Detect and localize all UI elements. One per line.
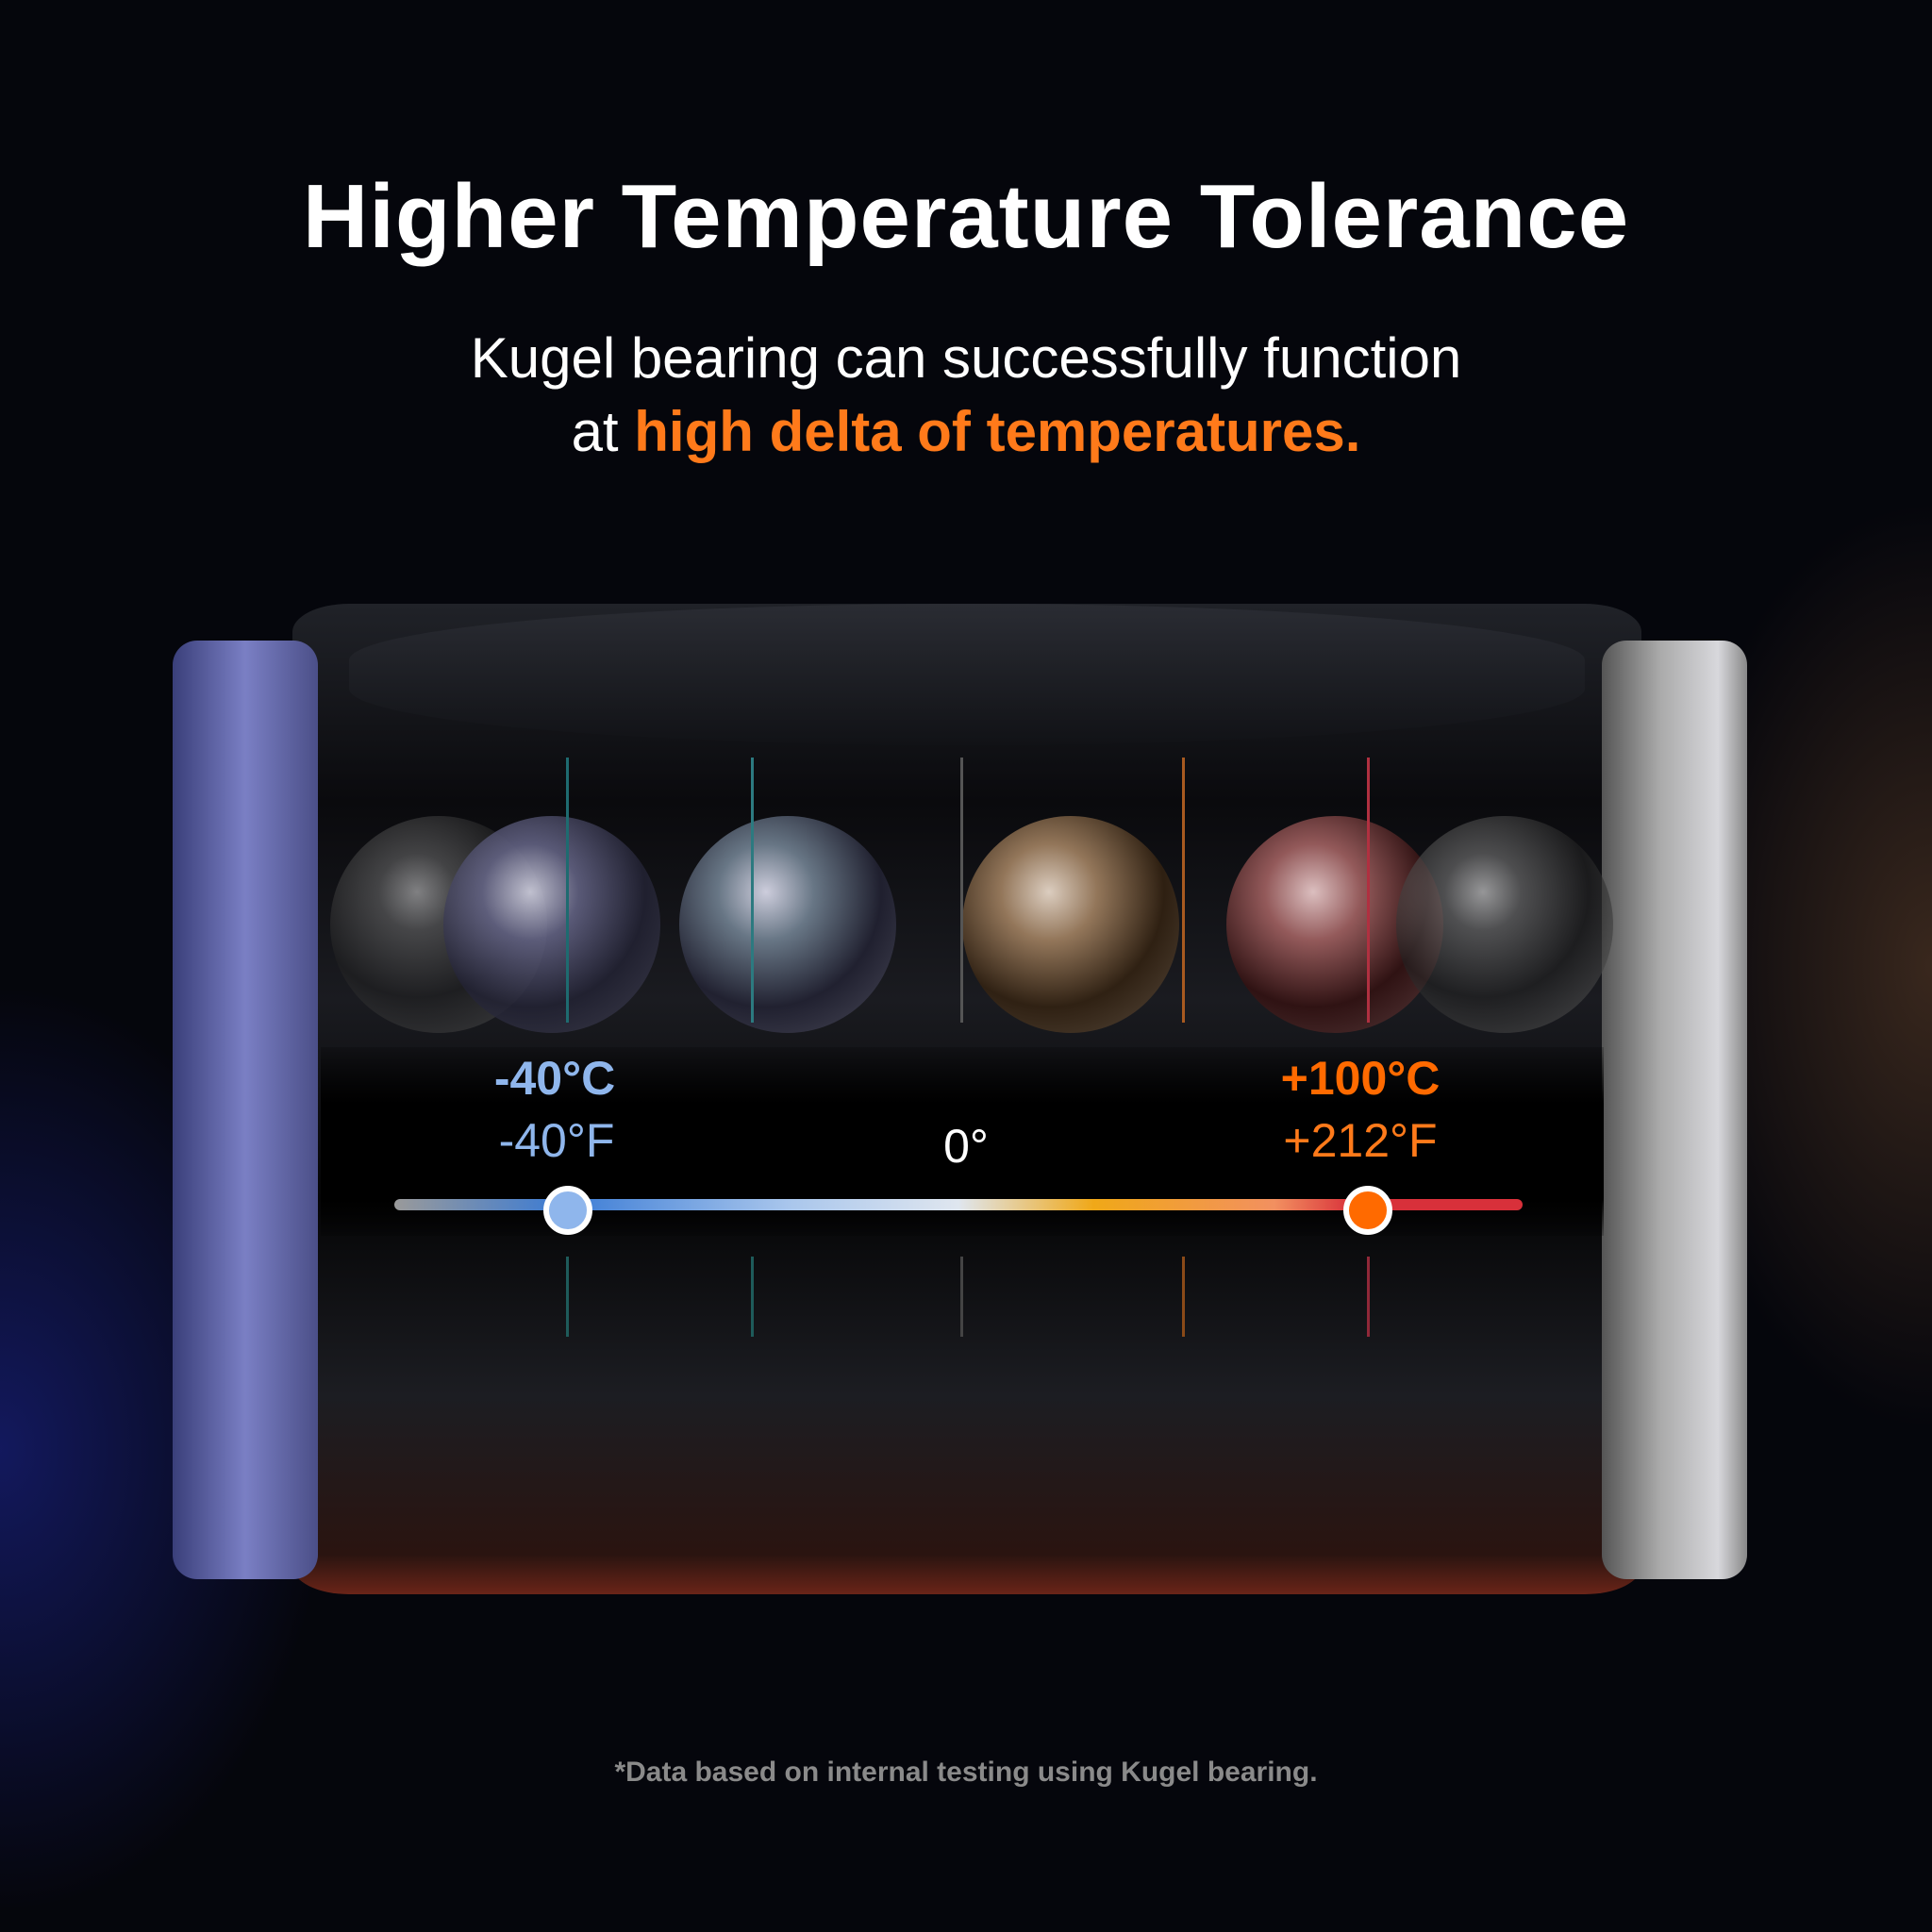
tick-line bbox=[1367, 1257, 1370, 1337]
max-temperature-knob bbox=[1343, 1186, 1392, 1235]
tick-line bbox=[1182, 758, 1185, 1023]
subtitle-highlight: high delta of temperatures. bbox=[634, 400, 1361, 463]
tick-line bbox=[960, 758, 963, 1023]
subtitle-line-1: Kugel bearing can successfully function bbox=[470, 326, 1462, 390]
min-temperature-knob bbox=[543, 1186, 592, 1235]
bearing-ball bbox=[443, 816, 660, 1033]
zero-label: 0° bbox=[943, 1120, 989, 1173]
bearing-ball bbox=[679, 816, 896, 1033]
min-celsius-label: -40°C bbox=[493, 1052, 616, 1105]
tick-line bbox=[1182, 1257, 1185, 1337]
tick-line bbox=[960, 1257, 963, 1337]
footnote: *Data based on internal testing using Ku… bbox=[614, 1757, 1318, 1788]
subtitle-line-2: at high delta of temperatures. bbox=[0, 399, 1932, 464]
max-celsius-label: +100°C bbox=[1280, 1052, 1441, 1105]
min-fahrenheit-label: -40°F bbox=[498, 1114, 615, 1167]
bearing-top-race bbox=[349, 604, 1585, 745]
tick-line bbox=[1367, 758, 1370, 1023]
bearing-ball bbox=[1396, 816, 1613, 1033]
tick-line bbox=[566, 758, 569, 1023]
tick-line bbox=[566, 1257, 569, 1337]
tick-line bbox=[751, 758, 754, 1023]
temperature-scale-track bbox=[394, 1199, 1523, 1210]
bearing-ball bbox=[962, 816, 1179, 1033]
bearing-outer-ring-left bbox=[173, 641, 318, 1579]
max-fahrenheit-label: +212°F bbox=[1283, 1114, 1438, 1167]
bearing-outer-ring-right bbox=[1602, 641, 1747, 1579]
subtitle-prefix: at bbox=[571, 400, 635, 463]
tick-line bbox=[751, 1257, 754, 1337]
page-title: Higher Temperature Tolerance bbox=[302, 166, 1630, 267]
